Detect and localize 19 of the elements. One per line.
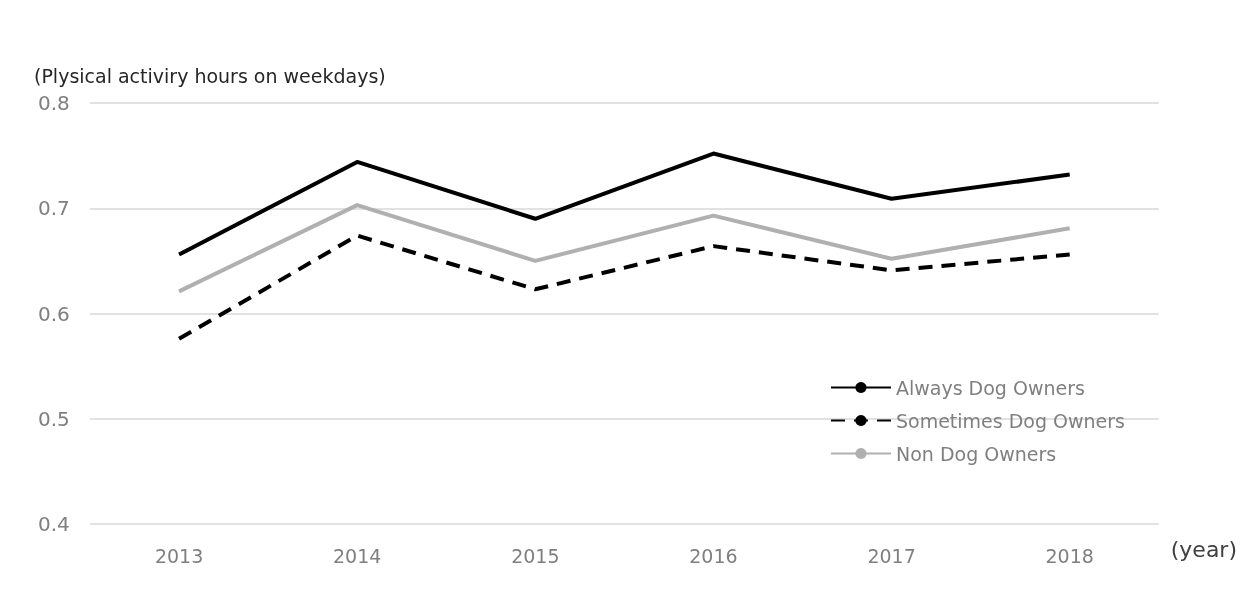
x-tick-label: 2015 [511,544,560,567]
x-axis-title: (year) [1170,536,1237,562]
legend-label: Non Dog Owners [895,442,1057,465]
y-tick-label: 0.5 [38,406,70,431]
line-series [177,151,1072,257]
legend-label: Always Dog Owners [895,376,1085,399]
x-tick-label: 2017 [867,544,916,567]
x-tick-label: 2018 [1045,544,1094,567]
y-tick-label: 0.4 [38,512,70,536]
x-tick-label: 2013 [154,544,204,567]
y-axis-title: (Plysical activiry hours on weekdays) [34,64,386,87]
legend-label: Sometimes Dog Owners [895,409,1126,432]
x-tick-label: 2016 [689,544,738,567]
y-tick-label: 0.8 [38,91,70,115]
line-series [177,203,1072,294]
x-tick-label: 2014 [333,544,382,567]
y-tick-label: 0.6 [38,301,70,326]
y-tick-label: 0.7 [38,196,70,221]
line-series [177,233,1072,341]
